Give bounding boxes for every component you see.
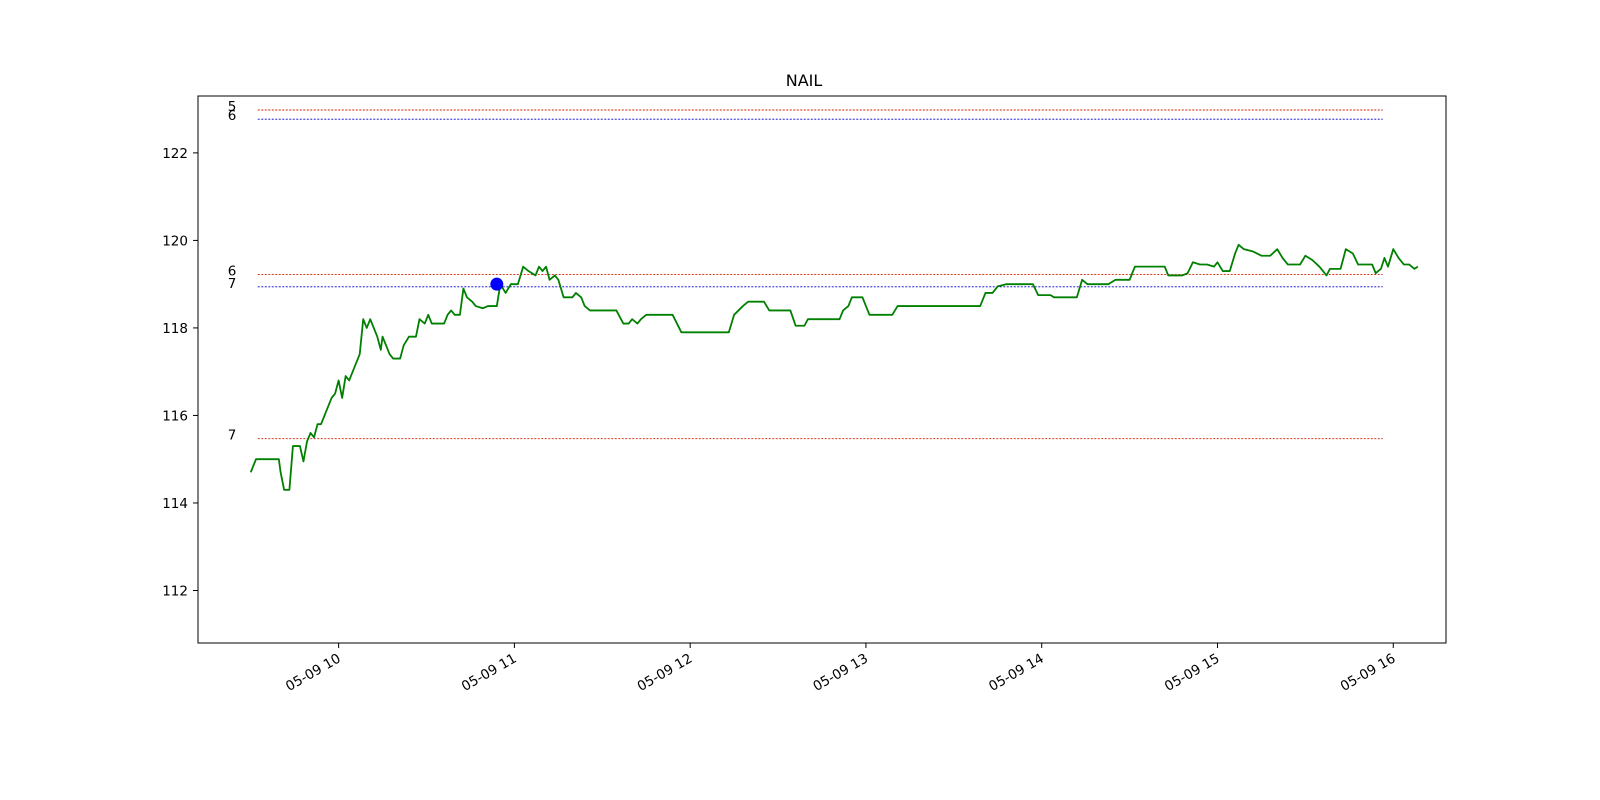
series-group: [249, 243, 1419, 491]
reference-line-label: 7: [228, 428, 237, 444]
chart-title: NAIL: [786, 71, 823, 90]
x-tick-label: 05-09 13: [810, 651, 871, 695]
y-tick-label: 112: [162, 583, 188, 599]
y-tick-label: 122: [162, 146, 188, 162]
reference-line-label: 6: [228, 108, 237, 124]
reference-line-label: 7: [228, 276, 237, 292]
y-axis: 112 114 116 118 120 122: [162, 146, 198, 599]
reference-line-label: 6: [228, 264, 237, 280]
x-axis: 05-09 10 05-09 11 05-09 12 05-09 13 05-09 14…: [283, 643, 1398, 695]
reference-line-label: 5: [228, 99, 237, 115]
y-tick-label: 118: [162, 321, 188, 337]
x-tick-label: 05-09 12: [635, 651, 696, 695]
y-tick-label: 116: [162, 408, 188, 424]
marker-point: [490, 277, 504, 291]
series-line: [249, 243, 1419, 491]
x-tick-label: 05-09 14: [986, 651, 1047, 695]
marker-group: [490, 277, 504, 291]
x-tick-label: 05-09 16: [1338, 651, 1399, 695]
x-tick-label: 05-09 10: [283, 651, 344, 695]
y-tick-label: 114: [162, 496, 188, 512]
x-tick-label: 05-09 15: [1162, 651, 1223, 695]
y-tick-label: 120: [162, 233, 188, 249]
x-tick-label: 05-09 11: [459, 651, 520, 695]
plot-frame: [197, 95, 1447, 644]
